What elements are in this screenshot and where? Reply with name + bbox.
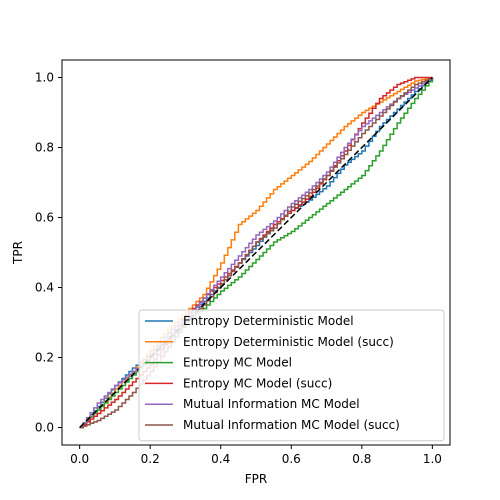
- x-tick-label: 0.2: [141, 452, 160, 466]
- axes-frame: [61, 59, 451, 446]
- legend-label: Mutual Information MC Model: [183, 397, 360, 411]
- legend: Entropy Deterministic Model Entropy Deter…: [138, 309, 445, 442]
- axis-ticks: 0.0 0.2 0.4 0.6 0.8 1.0 0.0 0.2 0.4 0.6 0.8 1.0: [35, 71, 442, 467]
- legend-label: Entropy Deterministic Model (succ): [183, 335, 394, 349]
- x-tick-label: 0.4: [211, 452, 230, 466]
- y-tick-label: 1.0: [35, 71, 54, 85]
- legend-label: Entropy MC Model: [183, 356, 292, 370]
- chance-reference-line: [79, 76, 433, 429]
- x-axis-label: FPR: [245, 472, 267, 486]
- y-tick-label: 0.4: [35, 281, 54, 295]
- x-tick-label: 0.6: [282, 452, 301, 466]
- x-tick-label: 1.0: [423, 452, 442, 466]
- x-tick-label: 0.0: [70, 452, 89, 466]
- legend-label: Mutual Information MC Model (succ): [183, 418, 400, 432]
- legend-box: [138, 309, 445, 442]
- y-tick-label: 0.2: [35, 351, 54, 365]
- y-tick-label: 0.6: [35, 211, 54, 225]
- legend-label: Entropy MC Model (succ): [183, 376, 332, 390]
- y-tick-label: 0.8: [35, 141, 54, 155]
- y-axis-label: TPR: [11, 241, 25, 265]
- y-tick-label: 0.0: [35, 421, 54, 435]
- legend-label: Entropy Deterministic Model: [183, 314, 354, 328]
- x-tick-label: 0.8: [352, 452, 371, 466]
